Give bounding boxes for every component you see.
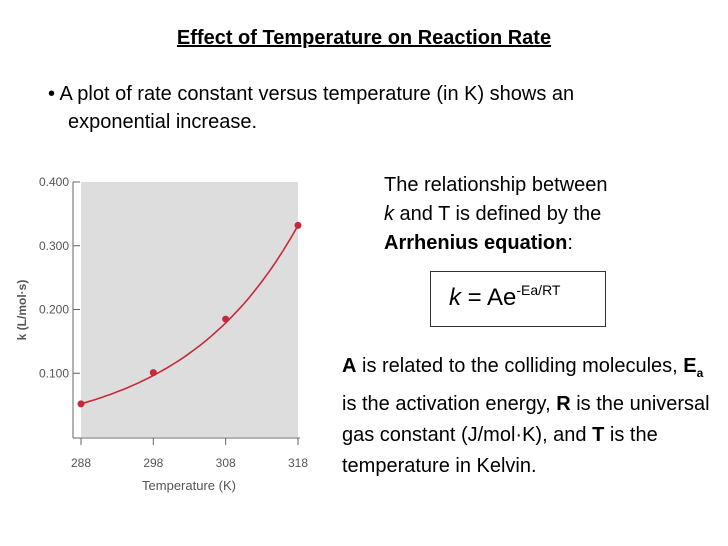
data-point <box>149 369 157 377</box>
relationship-line-1: The relationship between <box>384 174 608 196</box>
desc-1: is related to the colliding molecules, <box>356 355 684 377</box>
y-axis-label: k (L/mol·s) <box>15 280 29 341</box>
equation-box: k = Ae-Ea/RT <box>430 271 606 327</box>
equation-body: = Ae <box>461 284 517 311</box>
y-tick-label: 0.100 <box>39 366 69 380</box>
desc-3: is the universal gas constant (J/mol·K),… <box>342 393 710 446</box>
bullet-text: • A plot of rate constant versus tempera… <box>48 80 708 136</box>
x-tick-label: 308 <box>216 456 236 470</box>
k-symbol: k <box>384 203 394 225</box>
var-E: E <box>683 355 697 377</box>
x-tick-label: 318 <box>288 456 308 470</box>
variable-description: A is related to the colliding molecules,… <box>342 351 712 482</box>
x-axis-label: Temperature (K) <box>142 478 236 493</box>
var-E-subscript: a <box>696 366 704 380</box>
relationship-text: The relationship between k and T is defi… <box>384 171 704 258</box>
var-R: R <box>556 393 571 415</box>
data-point <box>222 315 230 323</box>
rate-vs-temperature-chart: 0.100 0.200 0.300 0.400 288 298 308 318 Temper… <box>15 175 308 493</box>
desc-4: is the temperature in Kelvin. <box>342 424 658 477</box>
bullet-line-1: A plot of rate constant versus temperatu… <box>59 83 575 105</box>
y-tick-label: 0.400 <box>39 175 69 189</box>
var-A: A <box>342 355 357 377</box>
rate-constant-curve <box>80 225 299 405</box>
x-tick-label: 288 <box>71 456 91 470</box>
relationship-line-2: and T is defined by the <box>394 203 602 225</box>
bullet-line-2: exponential increase. <box>68 111 258 133</box>
arrhenius-label: Arrhenius equation <box>384 232 568 254</box>
desc-2: is the activation energy, <box>342 393 557 415</box>
equation-exponent: -Ea/RT <box>516 282 561 298</box>
data-point <box>294 221 302 229</box>
x-tick-label: 298 <box>143 456 163 470</box>
bullet-marker: • <box>48 83 56 105</box>
plot-area <box>81 182 298 437</box>
equation-k: k <box>449 284 461 311</box>
y-tick-label: 0.200 <box>39 303 69 317</box>
var-T: T <box>592 424 605 446</box>
slide-title: Effect of Temperature on Reaction Rate <box>176 27 552 49</box>
colon: : <box>567 232 573 254</box>
y-tick-label: 0.300 <box>39 239 69 253</box>
data-point <box>77 400 85 408</box>
